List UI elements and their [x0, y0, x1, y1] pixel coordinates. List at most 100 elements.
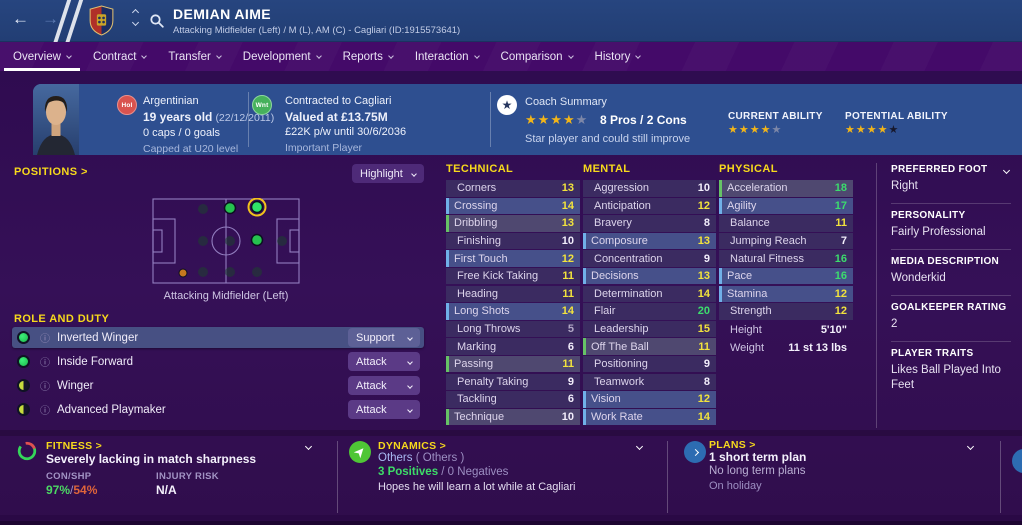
- attribute-name: Heading: [457, 287, 498, 300]
- tab-contract[interactable]: Contract: [82, 42, 157, 71]
- dynamics-positives[interactable]: 3 Positives: [378, 466, 439, 478]
- plans-expand-icon[interactable]: [966, 442, 975, 451]
- attribute-name: Positioning: [594, 358, 648, 371]
- star-icon: ★: [728, 124, 739, 136]
- attribute-value: 10: [561, 235, 574, 248]
- sidebar-section-title: GOALKEEPER RATING: [891, 302, 1007, 313]
- role-row-inverted-winger[interactable]: ⓘ Inverted Winger Support: [12, 327, 424, 348]
- current-ability-label: CURRENT ABILITY: [728, 111, 823, 122]
- technical-attributes: TECHNICAL Corners 13 Crossing 14 Dribbling 13…: [446, 163, 580, 426]
- attribute-name: Vision: [591, 393, 621, 406]
- info-icon[interactable]: ⓘ: [40, 406, 50, 417]
- dynamics-header[interactable]: DYNAMICS >: [378, 440, 447, 452]
- attribute-row: Corners 13: [446, 180, 580, 197]
- position-dot-green: [250, 233, 264, 247]
- attribute-name: Agility: [727, 199, 757, 212]
- attribute-row: Positioning 9: [583, 355, 716, 373]
- fitness-header[interactable]: FITNESS >: [46, 440, 103, 452]
- attribute-name: Jumping Reach: [730, 235, 807, 248]
- divider: [876, 163, 877, 428]
- sharpness-value: 54%: [73, 483, 98, 497]
- attribute-row: Work Rate 14: [583, 408, 716, 426]
- info-icon[interactable]: ⓘ: [40, 334, 50, 345]
- star-icon: ★: [877, 124, 889, 136]
- positions-header[interactable]: POSITIONS >: [14, 166, 88, 178]
- attribute-value: 16: [834, 270, 847, 283]
- tab-history[interactable]: History: [584, 42, 652, 71]
- role-suitability-icon: [17, 379, 30, 392]
- attribute-row: Crossing 14: [446, 197, 580, 215]
- tab-interaction[interactable]: Interaction: [404, 42, 490, 71]
- attribute-value: 14: [561, 199, 574, 212]
- pros-cons: 8 Pros / 2 Cons: [600, 113, 687, 127]
- duty-dropdown[interactable]: Support: [348, 328, 420, 347]
- duty-dropdown[interactable]: Attack: [348, 400, 420, 419]
- position-dot-faint: [252, 267, 262, 277]
- capped-level: Capped at U20 level: [143, 142, 239, 155]
- attribute-row: Teamwork 8: [583, 373, 716, 391]
- plans-header[interactable]: PLANS >: [709, 439, 756, 451]
- attribute-value: 5: [567, 323, 574, 335]
- club-crest-icon[interactable]: [88, 5, 115, 36]
- fitness-expand-icon[interactable]: [304, 442, 313, 451]
- player-name: DEMIAN AIME: [173, 6, 271, 22]
- dynamics-expand-icon[interactable]: [635, 442, 644, 451]
- attribute-value: 13: [561, 217, 574, 230]
- role-name: Winger: [57, 379, 94, 392]
- highlight-dropdown[interactable]: Highlight: [352, 164, 424, 183]
- dynamics-group-link[interactable]: Others: [378, 452, 413, 464]
- position-dot-selected: [250, 200, 264, 214]
- attribute-row: Technique 10: [446, 408, 580, 426]
- attribute-value: 6: [567, 393, 574, 406]
- chevron-down-icon: [407, 334, 413, 341]
- attribute-value: 8: [703, 217, 710, 230]
- attribute-name: Balance: [730, 217, 770, 230]
- star-icon: ★: [525, 112, 538, 127]
- attribute-name: Teamwork: [594, 375, 645, 388]
- attribute-name: Pace: [727, 270, 753, 283]
- tab-reports[interactable]: Reports: [332, 42, 404, 71]
- attribute-value: 11: [835, 217, 847, 230]
- role-row-inside-forward[interactable]: ⓘ Inside Forward Attack: [12, 351, 424, 372]
- attribute-row: Flair 20: [583, 303, 716, 320]
- position-dot-orange: [178, 268, 188, 278]
- sidebar-section-title: MEDIA DESCRIPTION: [891, 256, 1000, 267]
- info-icon[interactable]: ⓘ: [40, 382, 50, 393]
- conshp-values: 97%/54%: [46, 483, 97, 497]
- dynamics-negatives: / 0 Negatives: [441, 466, 509, 478]
- next-panel-icon: [1012, 449, 1022, 473]
- attribute-value: 17: [834, 199, 847, 212]
- search-icon[interactable]: [150, 14, 164, 28]
- tab-development[interactable]: Development: [232, 42, 332, 71]
- chevron-down-icon: [388, 52, 394, 59]
- attribute-name: Finishing: [457, 235, 502, 248]
- attribute-value: 10: [697, 182, 710, 195]
- attribute-name: Corners: [457, 182, 497, 195]
- duty-dropdown[interactable]: Attack: [348, 376, 420, 395]
- attribute-name: Work Rate: [591, 410, 643, 423]
- back-icon[interactable]: [12, 9, 29, 29]
- tab-overview[interactable]: Overview: [2, 42, 82, 71]
- attribute-value: 8: [703, 375, 710, 388]
- attribute-name: Aggression: [594, 182, 650, 195]
- tab-label: Development: [242, 50, 311, 63]
- cycle-player-icon[interactable]: [131, 8, 140, 27]
- attribute-name: Off The Ball: [591, 340, 649, 353]
- star-icon: ★: [760, 124, 772, 136]
- attribute-row: Heading 11: [446, 285, 580, 303]
- dynamics-group: Others ( Others ): [378, 452, 464, 464]
- wanted-badge: Wnt: [252, 95, 272, 115]
- attribute-row: Pace 16: [719, 267, 853, 285]
- coach-summary-note: Star player and could still improve: [525, 133, 691, 145]
- plans-long-term: No long term plans: [709, 465, 806, 477]
- caps-goals: 0 caps / 0 goals: [143, 127, 221, 139]
- sidebar-section-media-description: MEDIA DESCRIPTION Wonderkid: [891, 249, 1011, 295]
- duty-dropdown[interactable]: Attack: [348, 352, 420, 371]
- tab-transfer[interactable]: Transfer: [157, 42, 231, 71]
- forward-icon[interactable]: [42, 9, 59, 29]
- attribute-row: Tackling 6: [446, 391, 580, 408]
- info-icon[interactable]: ⓘ: [40, 358, 50, 369]
- role-row-advanced-playmaker[interactable]: ⓘ Advanced Playmaker Attack: [12, 399, 424, 420]
- tab-comparison[interactable]: Comparison: [490, 42, 584, 71]
- role-row-winger[interactable]: ⓘ Winger Attack: [12, 375, 424, 396]
